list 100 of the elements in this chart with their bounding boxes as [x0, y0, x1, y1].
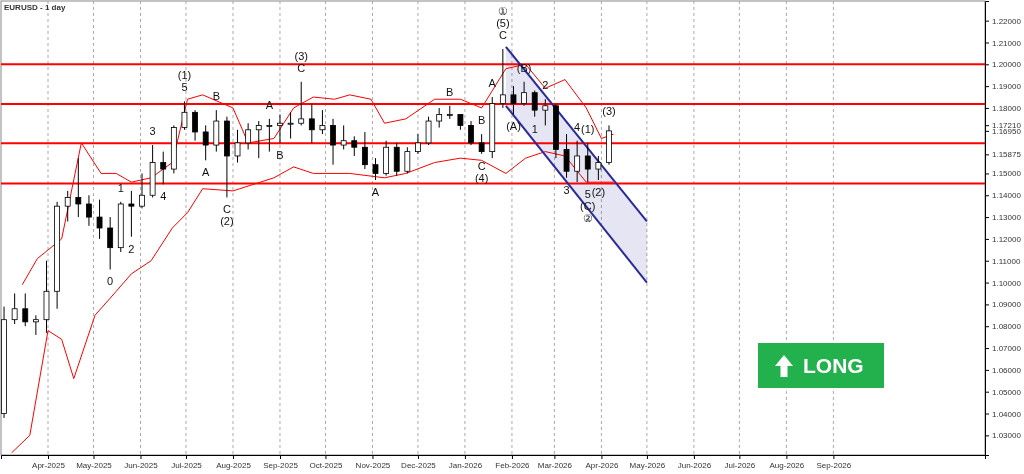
- candlestick: [319, 109, 326, 135]
- candlestick: [351, 135, 358, 157]
- candlestick: [425, 116, 432, 146]
- candlestick: [330, 118, 336, 166]
- candlestick: [139, 172, 145, 209]
- candlestick: [32, 314, 39, 336]
- x-tick-label: Aug-2026: [769, 460, 805, 470]
- candlestick: [531, 89, 538, 118]
- annotation: (5): [496, 16, 510, 29]
- x-tick-label: Apr-2025: [32, 460, 66, 470]
- candlestick: [308, 103, 315, 144]
- annotation: (2): [220, 215, 234, 228]
- annotation: (2): [591, 185, 606, 198]
- annotation: 2: [128, 242, 135, 255]
- x-tick-label: Mar-2026: [537, 460, 573, 470]
- y-tick-label: 1.11000: [992, 256, 1021, 266]
- annotation: (A): [506, 120, 521, 133]
- annotation: (4): [474, 171, 489, 184]
- x-tick-label: Aug-2025: [216, 460, 252, 470]
- candlestick: [415, 133, 421, 155]
- candlestick: [128, 190, 135, 238]
- candlestick: [574, 140, 581, 183]
- y-tick-label: 1.15000: [992, 169, 1022, 179]
- annotation: B: [446, 85, 454, 98]
- annotation: 1: [117, 181, 124, 194]
- y-tick-label: 1.10000: [992, 278, 1022, 288]
- x-tick-label: May-2026: [629, 460, 666, 470]
- candlestick: [478, 133, 485, 155]
- y-tick-label: 1.19000: [992, 82, 1022, 92]
- x-tick-label: Oct-2025: [309, 460, 343, 470]
- x-tick-label: Feb-2026: [495, 460, 531, 470]
- candlestick: [361, 131, 368, 170]
- candlestick: [287, 111, 294, 140]
- annotation: 3: [149, 124, 156, 137]
- x-tick-label: Jun-2026: [677, 460, 712, 470]
- annotation: C: [297, 61, 306, 74]
- y-tick-label: 1.05000: [992, 387, 1022, 397]
- annotation: (1): [581, 122, 595, 135]
- candlestick: [298, 81, 305, 126]
- candlestick: [96, 199, 103, 240]
- chart-title: EURUSD - 1 day: [4, 3, 66, 12]
- x-tick-label: Jan-2026: [448, 460, 483, 470]
- y-tick-label: 1.13000: [992, 213, 1022, 223]
- annotation: (1): [177, 69, 192, 82]
- annotation: (3): [602, 105, 616, 118]
- candlestick: [521, 81, 527, 107]
- y-tick-label: 1.07000: [992, 344, 1022, 354]
- x-tick-label: Sep-2025: [263, 460, 299, 470]
- annotation: 1: [531, 122, 538, 135]
- candlestick: [563, 133, 570, 179]
- candlestick: [202, 124, 209, 161]
- annotation: A: [488, 76, 497, 89]
- candlestick: [277, 114, 283, 144]
- candlestick: [372, 157, 379, 181]
- y-tick-label: 1.08000: [992, 322, 1022, 332]
- annotation: ①: [497, 4, 508, 17]
- candlestick: [245, 122, 252, 150]
- y-tick-label: 1.09000: [992, 300, 1022, 310]
- candlestick: [436, 107, 443, 129]
- y-tick-label: 1.22000: [992, 16, 1022, 26]
- y-tick-label: 1.14000: [992, 191, 1022, 201]
- x-tick-label: Jul-2025: [171, 460, 203, 470]
- annotation: 0: [107, 275, 114, 288]
- annotation: C: [498, 28, 507, 41]
- annotation: C: [477, 159, 486, 172]
- y-tick-label: 1.03000: [992, 431, 1022, 441]
- candlestick: [340, 124, 347, 150]
- annotation: A: [371, 185, 380, 198]
- y-tick-label: 1.12000: [992, 234, 1022, 244]
- candlestick: [160, 151, 167, 185]
- candlestick: [181, 100, 188, 131]
- annotation: B: [212, 90, 220, 103]
- candlestick: [11, 292, 18, 325]
- candlestick: [255, 120, 262, 159]
- candlestick: [499, 48, 506, 109]
- candlestick: [64, 190, 71, 222]
- annotation: 3: [563, 183, 570, 196]
- candlestick: [22, 292, 29, 327]
- x-tick-label: Jul-2026: [724, 460, 756, 470]
- annotation: 5: [584, 188, 591, 201]
- x-tick-label: May-2025: [76, 460, 113, 470]
- x-tick-label: Jun-2025: [124, 460, 159, 470]
- candlestick: [542, 98, 549, 126]
- y-tick-label: 1.06000: [992, 365, 1022, 375]
- candlestick: [192, 109, 198, 142]
- y-tick-label: 1.21000: [992, 38, 1022, 48]
- candlestick: [266, 118, 273, 153]
- annotation: (3): [294, 49, 308, 62]
- x-tick-label: Nov-2025: [355, 460, 391, 470]
- x-tick-label: Sep-2026: [816, 460, 852, 470]
- candlestick: [107, 216, 114, 270]
- annotation: 5: [181, 81, 188, 94]
- annotation: 4: [160, 190, 167, 203]
- annotation: B: [477, 114, 486, 127]
- x-tick-label: Apr-2026: [585, 460, 619, 470]
- annotation: C: [222, 203, 231, 216]
- candlestick: [234, 129, 241, 164]
- annotation: ②: [582, 212, 593, 225]
- y-tick-label: 1.18000: [992, 104, 1022, 114]
- y-tick-label: 1.04000: [992, 409, 1022, 419]
